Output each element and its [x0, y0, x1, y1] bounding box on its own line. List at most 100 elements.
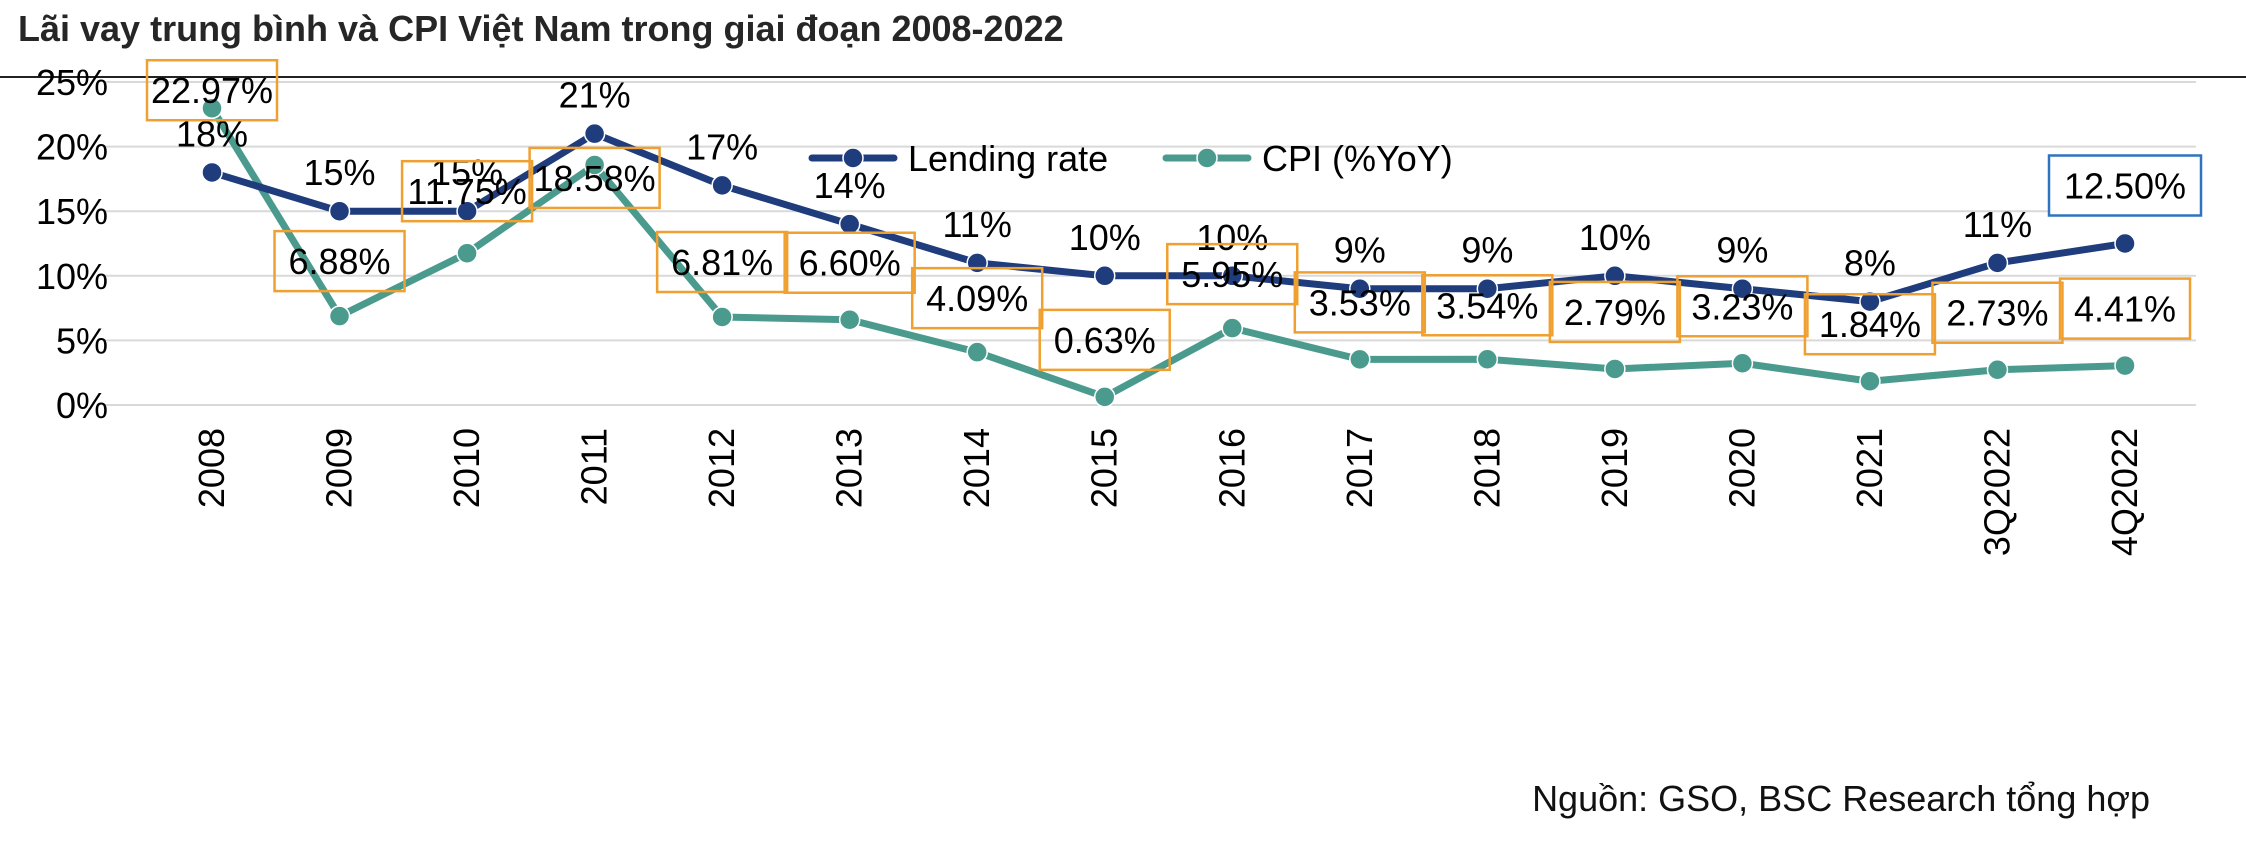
lending-data-label: 9% — [1461, 230, 1513, 271]
cpi-point — [1859, 370, 1881, 392]
lending-data-label: 10% — [1069, 217, 1141, 258]
cpi-point — [201, 97, 223, 119]
lending-data-label: 8% — [1844, 243, 1896, 284]
lending-data-label: 15% — [431, 152, 503, 193]
cpi-data-label: 22.97% — [151, 70, 273, 111]
cpi-legend-label: CPI (%YoY) — [1262, 138, 1453, 179]
title-divider — [0, 76, 2246, 78]
x-tick-label: 2016 — [1211, 428, 1252, 508]
cpi-data-label-box — [528, 146, 661, 210]
lending-legend-label: Lending rate — [908, 138, 1108, 179]
cpi-data-label: 6.60% — [799, 243, 901, 284]
cpi-point — [1093, 386, 1116, 408]
lending-point — [328, 200, 351, 222]
x-tick-label: 2015 — [1084, 428, 1125, 508]
cpi-point — [328, 305, 351, 327]
cpi-data-label: 3.53% — [1309, 282, 1411, 323]
x-tick-label: 2020 — [1721, 428, 1762, 508]
x-tick-label: 2012 — [701, 428, 742, 508]
cpi-data-label-box — [655, 230, 789, 294]
cpi-data-label: 18.58% — [534, 158, 656, 199]
cpi-data-label: 11.75% — [407, 171, 526, 212]
lending-point — [583, 122, 606, 145]
lending-point — [1859, 290, 1881, 313]
lending-data-label: 9% — [1334, 230, 1386, 271]
y-tick-label: 5% — [56, 320, 108, 361]
lending-point — [1221, 265, 1244, 287]
cpi-data-label: 5.95% — [1181, 254, 1283, 295]
cpi-legend-marker — [1196, 147, 1218, 169]
cpi-point — [2114, 354, 2136, 377]
lending-point — [2114, 232, 2136, 255]
lending-data-label: 14% — [814, 165, 886, 206]
cpi-data-label-box — [1676, 275, 1809, 338]
lending-data-label: 21% — [559, 75, 631, 116]
y-tick-label: 25% — [36, 62, 108, 103]
lending-point — [1731, 277, 1754, 300]
y-tick-label: 0% — [56, 385, 108, 426]
cpi-data-label: 1.84% — [1819, 304, 1921, 345]
lending-data-label-box — [2047, 154, 2203, 217]
cpi-point — [583, 154, 606, 176]
legend: Lending rate CPI (%YoY) — [808, 138, 1453, 179]
y-tick-label: 20% — [36, 127, 108, 168]
lending-data-label: 9% — [1716, 230, 1768, 271]
cpi-point — [456, 242, 478, 264]
lending-data-label: 11% — [943, 204, 1012, 245]
cpi-data-label: 3.54% — [1436, 285, 1538, 326]
cpi-data-label-box — [910, 266, 1044, 330]
x-tick-label: 2010 — [446, 428, 487, 508]
lending-data-label: 10% — [1196, 217, 1268, 258]
cpi-point — [1604, 358, 1626, 380]
data-labels: 18%15% 15%21%17%14%11% 10% 10% 9% 9% 10% 9% 8%11… — [145, 58, 2203, 372]
lending-point — [711, 174, 733, 197]
x-tick-label: 4Q2022 — [2104, 428, 2145, 556]
y-tick-label: 10% — [36, 256, 108, 297]
x-tick-label: 2021 — [1849, 428, 1890, 508]
cpi-point — [966, 341, 988, 363]
source-note: Nguồn: GSO, BSC Research tổng hợp — [1532, 778, 2150, 819]
cpi-point — [1731, 352, 1754, 375]
cpi-data-label-box — [1166, 242, 1299, 306]
cpi-point — [1221, 317, 1244, 339]
x-tick-label: 2009 — [319, 428, 360, 508]
chart-title: Lãi vay trung bình và CPI Việt Nam trong… — [18, 8, 1064, 49]
x-tick-label: 2018 — [1466, 428, 1507, 508]
lending-point — [1349, 277, 1371, 300]
cpi-data-label: 2.79% — [1564, 292, 1666, 333]
x-tick-label: 2014 — [956, 428, 997, 508]
cpi-data-label: 4.09% — [926, 278, 1028, 319]
cpi-data-label-box — [1931, 281, 2064, 344]
cpi-data-label-box — [1038, 308, 1171, 372]
lending-data-label: 12.50% — [2064, 166, 2186, 207]
cpi-data-label-box — [273, 229, 406, 293]
cpi-data-label-box — [1421, 274, 1554, 337]
x-axis-ticks: 2008 2009 2010 2011 2012 2013 2014 2015 2016 2017… — [191, 428, 2145, 556]
cpi-data-label-box — [2058, 277, 2192, 340]
y-axis-ticks: 0% 5% 10% 15% 20% 25% — [36, 62, 108, 426]
cpi-data-label: 6.88% — [288, 241, 390, 282]
cpi-data-label-box — [783, 231, 916, 294]
lending-point — [201, 161, 223, 184]
x-tick-label: 2013 — [829, 428, 870, 508]
y-tick-label: 15% — [36, 191, 108, 232]
cpi-point — [1349, 348, 1371, 371]
lending-point — [1986, 252, 2009, 274]
lending-point — [838, 213, 861, 235]
cpi-data-label-box — [1293, 271, 1427, 334]
lending-data-label: 17% — [686, 126, 758, 167]
x-tick-label: 2019 — [1594, 428, 1635, 508]
cpi-point — [1986, 358, 2009, 381]
cpi-data-label: 2.73% — [1946, 293, 2048, 334]
lending-data-label: 10% — [1579, 217, 1651, 258]
cpi-point — [838, 308, 861, 331]
x-tick-label: 2008 — [191, 428, 232, 508]
lending-point — [966, 252, 988, 274]
lending-data-label: 15% — [304, 152, 376, 193]
cpi-data-label: 3.23% — [1691, 286, 1793, 327]
lending-data-label: 11% — [1963, 204, 2032, 245]
cpi-data-label-box — [1803, 292, 1937, 356]
cpi-data-label-box — [400, 159, 534, 223]
lending-legend-marker — [842, 147, 864, 169]
